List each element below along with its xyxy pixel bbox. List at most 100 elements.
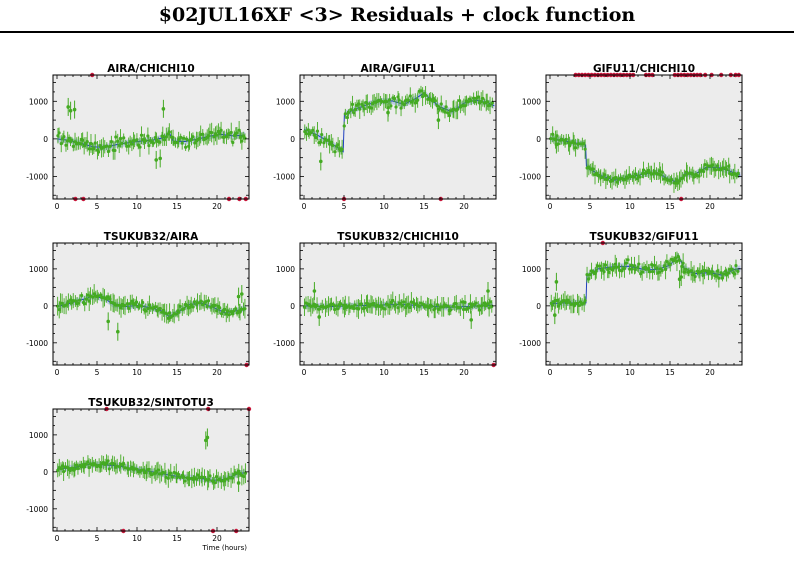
residual-point: [192, 300, 197, 304]
residual-point: [449, 308, 453, 312]
residual-point: [224, 477, 228, 481]
residual-point: [574, 146, 578, 150]
residual-point: [212, 135, 216, 139]
y-tick-label: 0: [43, 468, 48, 477]
residual-point: [193, 141, 197, 145]
residual-point: [676, 254, 680, 259]
residual-point: [56, 304, 60, 308]
x-tick-label: 15: [419, 368, 429, 377]
residual-point: [189, 137, 194, 141]
y-tick-label: 0: [43, 135, 48, 144]
residual-point: [57, 131, 61, 135]
residual-point: [583, 147, 587, 151]
residual-point: [345, 115, 350, 120]
residual-point: [353, 107, 357, 112]
residual-point: [165, 312, 169, 316]
residual-point: [406, 98, 410, 102]
residual-outlier-point: [204, 438, 208, 443]
residual-point: [231, 309, 236, 313]
residual-point: [437, 307, 441, 311]
residual-point: [184, 145, 188, 149]
residual-point: [187, 476, 192, 481]
residual-point: [189, 303, 193, 307]
y-tick-label: -1000: [26, 505, 48, 514]
residual-point: [485, 302, 490, 306]
residual-point: [389, 104, 393, 108]
residual-point: [408, 94, 412, 98]
residual-point: [685, 172, 689, 176]
residual-point: [421, 95, 425, 99]
residual-point: [568, 144, 572, 148]
residual-point: [185, 303, 189, 308]
residual-point: [480, 303, 484, 308]
residual-point: [231, 140, 235, 145]
y-tick-label: 1000: [29, 431, 48, 440]
residual-point: [128, 140, 132, 144]
residual-point: [93, 141, 97, 145]
residual-point: [123, 303, 127, 308]
residual-point: [133, 303, 137, 307]
residual-point: [734, 263, 738, 268]
residual-point: [456, 107, 460, 111]
residual-point: [315, 129, 320, 133]
y-tick-label: 0: [536, 302, 541, 311]
x-tick-label: 5: [95, 534, 100, 543]
residual-point: [183, 479, 187, 483]
x-tick-label: 0: [548, 368, 553, 377]
residual-point: [74, 463, 78, 467]
x-tick-label: 10: [625, 368, 635, 377]
residual-point: [84, 297, 88, 301]
y-tick-label: -1000: [519, 339, 541, 348]
residual-point: [62, 470, 66, 474]
residual-point: [705, 269, 709, 273]
residual-point: [652, 169, 656, 173]
residual-point: [66, 139, 70, 143]
residual-point: [173, 140, 178, 145]
residual-point: [176, 472, 181, 477]
residual-point: [564, 137, 568, 141]
residual-point: [146, 306, 150, 311]
residual-point: [488, 300, 492, 304]
residual-point: [585, 273, 589, 277]
residual-point: [76, 466, 80, 471]
y-tick-label: -1000: [273, 339, 295, 348]
residual-point: [463, 300, 467, 305]
residual-point: [120, 141, 124, 146]
residual-point: [192, 475, 196, 479]
residual-point: [112, 462, 116, 466]
residual-point: [677, 258, 682, 262]
residual-point: [56, 468, 60, 472]
residual-point: [466, 306, 471, 310]
residual-point: [673, 181, 678, 185]
residual-point: [569, 141, 573, 145]
residual-point: [633, 267, 637, 272]
residual-point: [82, 465, 86, 469]
baseline-panel-6: TSUKUB32/GIFU11 0 5 10 15 20 -1000 0 1000: [519, 231, 743, 377]
residual-point: [122, 136, 126, 140]
residual-point: [356, 307, 361, 311]
residual-point: [338, 302, 343, 306]
residual-point: [481, 96, 485, 101]
residual-point: [488, 103, 492, 107]
residual-point: [64, 143, 68, 147]
plot-frame: [299, 74, 497, 200]
residual-point: [241, 134, 245, 138]
residual-point: [350, 102, 355, 107]
residual-point: [237, 128, 241, 132]
baseline-panel-5: TSUKUB32/CHICHI10 0 5 10 15 20 -1000 0 1000: [273, 231, 497, 377]
residual-point: [724, 167, 729, 172]
residual-point: [562, 138, 566, 142]
x-tick-label: 20: [705, 202, 715, 211]
residual-point: [388, 305, 392, 309]
residual-point: [733, 272, 737, 276]
residual-point: [141, 468, 145, 472]
baseline-panel-3: GIFU11/CHICHI10 0 5 10 15 20 -1000 0 1000: [519, 63, 743, 211]
residual-point: [238, 135, 243, 139]
residual-point: [736, 171, 740, 175]
x-tick-label: 0: [55, 534, 60, 543]
residual-point: [191, 305, 195, 309]
plot-frame: [545, 74, 743, 200]
residual-point: [394, 303, 398, 307]
residual-point: [676, 181, 680, 185]
residual-point: [128, 302, 132, 306]
